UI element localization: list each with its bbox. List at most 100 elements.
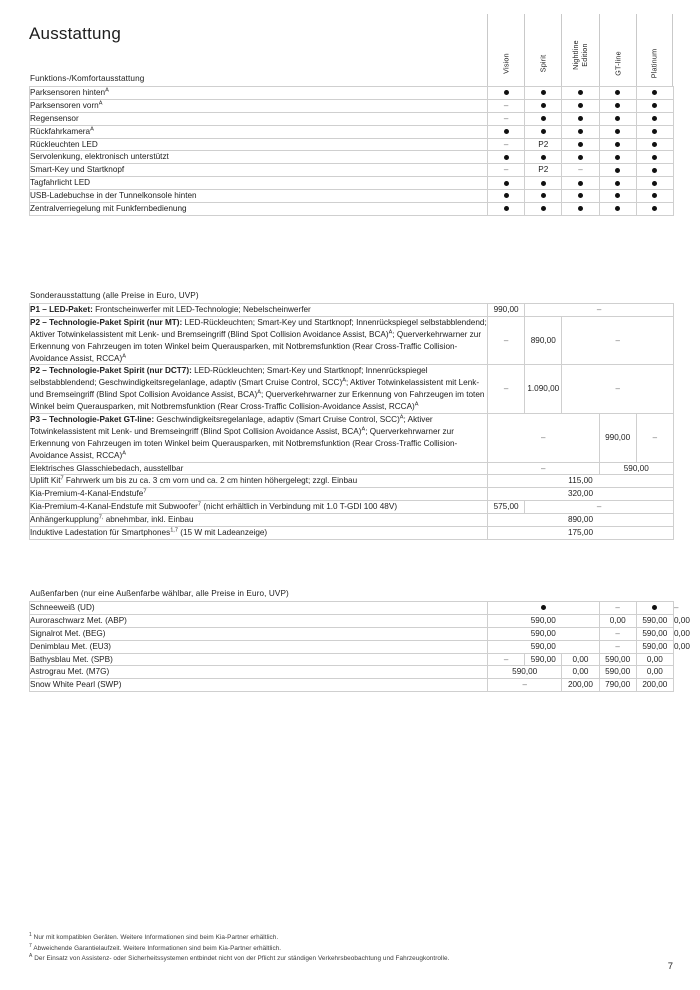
standard-dot — [540, 129, 546, 134]
feature-label: Astrograu Met. (M7G) — [29, 665, 488, 680]
standard-dot — [652, 141, 658, 147]
availability-cell: 590,00 — [487, 639, 600, 654]
cell-value: 590,00 — [530, 641, 556, 651]
table-row: Snow White Pearl (SWP) – 200,00 790,00 200,0… — [29, 678, 674, 693]
standard-dot — [615, 180, 621, 186]
table-row: Denimblau Met. (EU3) 590,00 – 590,00 0,00 — [29, 639, 690, 654]
not-available-dash: – — [503, 100, 509, 110]
column-header-spirit: Spirit — [524, 14, 561, 86]
equipment-table: P1 – LED-Paket: Frontscheinwerfer mit LE… — [29, 303, 674, 540]
availability-cell: – — [486, 137, 526, 152]
availability-cell: P2 — [524, 137, 563, 152]
availability-cell: 0,00 — [635, 665, 674, 680]
equipment-table: Schneeweiß (UD) – – Auroraschwarz Met. (ABP… — [29, 601, 690, 693]
section-label: Sonderausstattung (alle Preise in Euro, … — [30, 291, 199, 300]
feature-label: Regensensor — [29, 111, 488, 126]
availability-cell: 590,00 — [598, 461, 674, 476]
cell-value: 200,00 — [567, 680, 593, 690]
standard-dot — [577, 116, 583, 122]
availability-cell — [524, 176, 563, 191]
table-row: Astrograu Met. (M7G) 590,00 0,00 590,00 0,00 — [29, 665, 674, 680]
availability-cell — [487, 601, 600, 615]
table-row: Elektrisches Glasschiebedach, ausstellba… — [29, 461, 674, 476]
table-row: Kia-Premium-4-Kanal-Endstufe7 320,00 — [29, 487, 674, 502]
standard-dot — [615, 193, 621, 199]
standard-dot — [540, 103, 546, 109]
availability-cell: 0,00 — [598, 613, 637, 628]
not-available-dash: – — [503, 165, 509, 175]
availability-cell — [524, 124, 563, 139]
standard-dot — [615, 141, 621, 147]
standard-dot — [577, 154, 583, 160]
not-available-dash: – — [615, 641, 620, 651]
table-row: Anhängerkupplung7, abnehmbar, inkl. Einb… — [29, 513, 674, 528]
feature-label: Schneeweiß (UD) — [29, 601, 488, 615]
availability-cell: – — [561, 315, 674, 366]
feature-label: P2 – Technologie-Paket Spirit (nur MT): … — [29, 315, 488, 366]
cell-value: 1.090,00 — [527, 384, 560, 394]
availability-cell — [524, 150, 563, 165]
availability-cell — [561, 150, 600, 165]
feature-label: Parksensoren hintenA — [29, 86, 488, 100]
standard-dot — [615, 116, 621, 122]
availability-cell — [598, 189, 637, 204]
section-block-options: Sonderausstattung (alle Preise in Euro, … — [29, 291, 674, 540]
availability-cell: – — [598, 626, 637, 641]
standard-dot — [540, 193, 546, 199]
table-row: Induktive Ladestation für Smartphones1,7… — [29, 526, 674, 540]
availability-cell: – — [487, 461, 600, 476]
availability-cell: 590,00 — [487, 626, 600, 641]
page-title: Ausstattung — [29, 24, 121, 43]
availability-cell: – — [486, 315, 526, 366]
availability-cell — [524, 86, 563, 100]
feature-label: Snow White Pearl (SWP) — [29, 678, 488, 693]
feature-label: P2 – Technologie-Paket Spirit (nur DCT7)… — [29, 364, 488, 415]
table-row: P1 – LED-Paket: Frontscheinwerfer mit LE… — [29, 303, 674, 317]
availability-cell — [635, 86, 674, 100]
table-row: Regensensor – — [29, 111, 674, 126]
standard-dot — [652, 605, 658, 611]
standard-dot — [503, 90, 509, 96]
table-row: USB-Ladebuchse in der Tunnelkonsole hint… — [29, 189, 674, 204]
availability-cell — [524, 202, 563, 216]
standard-dot — [540, 116, 546, 122]
availability-cell: P2 — [524, 163, 563, 178]
cell-value: 590,00 — [530, 615, 556, 625]
availability-cell: 575,00 — [486, 500, 526, 515]
feature-label: Tagfahrlicht LED — [29, 176, 488, 191]
availability-cell — [598, 86, 637, 100]
not-available-dash: – — [578, 165, 583, 175]
table-row: Smart-Key und Startknopf – P2 – — [29, 163, 674, 178]
availability-cell: 590,00 — [598, 665, 637, 680]
not-available-dash: – — [503, 335, 509, 345]
footnote-item: 1 Nur mit kompatiblen Geräten. Weitere I… — [29, 931, 279, 941]
availability-cell — [635, 111, 674, 126]
availability-cell: – — [486, 678, 563, 693]
cell-value: 0,00 — [646, 654, 663, 664]
availability-cell: – — [598, 639, 637, 654]
availability-cell — [486, 150, 526, 165]
availability-cell: 990,00 — [598, 413, 637, 463]
cell-value: P2 — [538, 139, 549, 149]
cell-value: 890,00 — [567, 515, 593, 525]
availability-cell: 0,00 — [561, 652, 600, 667]
standard-dot — [577, 180, 583, 186]
cell-value: 590,00 — [623, 463, 649, 473]
availability-cell: – — [486, 98, 526, 113]
standard-dot — [577, 90, 583, 96]
not-available-dash: – — [503, 384, 509, 394]
availability-cell — [524, 189, 563, 204]
availability-cell: – — [598, 601, 637, 615]
availability-cell: – — [487, 413, 600, 463]
standard-dot — [540, 605, 546, 611]
standard-dot — [615, 90, 621, 96]
availability-cell — [598, 98, 637, 113]
cell-value: 575,00 — [493, 502, 519, 512]
cell-value: 0,00 — [609, 615, 626, 625]
cell-value: 990,00 — [493, 305, 519, 314]
standard-dot — [652, 90, 658, 96]
feature-label: Induktive Ladestation für Smartphones1,7… — [29, 526, 488, 540]
availability-cell — [524, 98, 563, 113]
availability-cell — [635, 601, 674, 615]
feature-label: Parksensoren vornA — [29, 98, 488, 113]
